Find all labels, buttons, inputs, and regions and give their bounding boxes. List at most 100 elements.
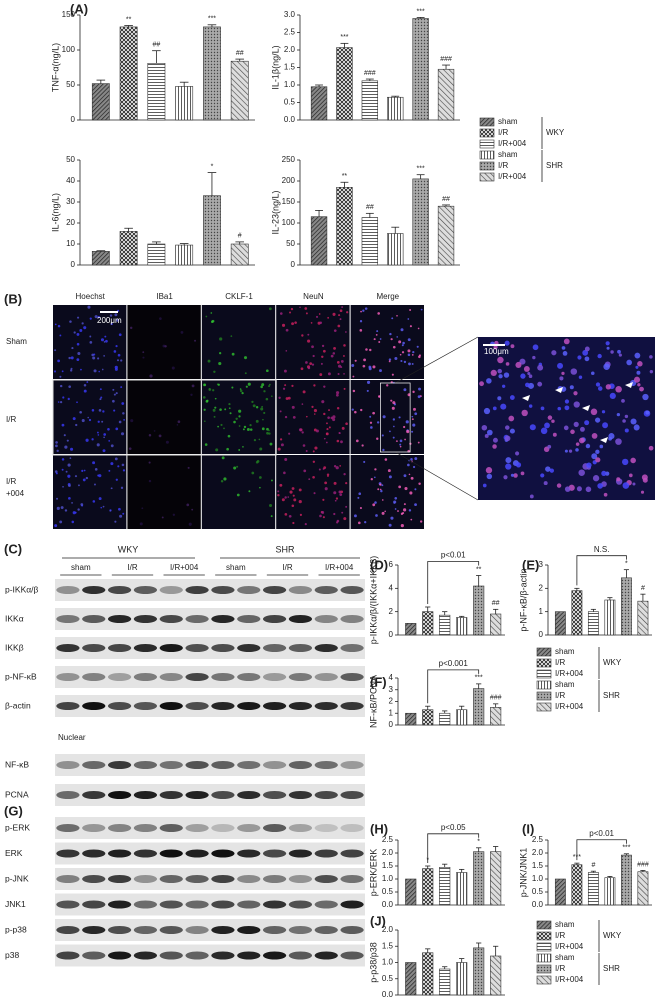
cell-dot [191, 384, 195, 388]
blot-band [159, 702, 183, 710]
blot-band [185, 702, 209, 710]
cell-dot [258, 476, 262, 479]
significance: *** [417, 166, 425, 173]
y-tick-label: 1.0 [284, 80, 296, 89]
y-tick-label: 2.5 [382, 835, 394, 844]
cell-dot [291, 322, 295, 326]
cell-dot [141, 507, 144, 510]
cell-dot [403, 474, 407, 478]
cell-dot [316, 429, 319, 433]
cell-dot [630, 457, 636, 464]
cell-dot [362, 364, 366, 368]
cell-dot [269, 442, 273, 446]
cell-dot [61, 468, 64, 471]
cell-dot [213, 370, 216, 373]
legend-swatch [536, 680, 552, 690]
legend-group: WKY [603, 658, 622, 667]
cell-dot [610, 350, 614, 354]
cell-dot [89, 340, 93, 344]
blot-band [314, 644, 338, 652]
cell-dot [389, 430, 391, 433]
blot-band [340, 761, 364, 769]
cell-dot [87, 416, 90, 419]
cell-dot [219, 337, 223, 341]
cell-dot [479, 381, 484, 387]
cell-dot [564, 399, 570, 404]
cell-dot [59, 375, 62, 378]
cell-dot [343, 372, 345, 375]
cell-dot [573, 391, 578, 396]
cell-dot [121, 463, 125, 467]
cell-dot [392, 401, 396, 405]
cell-dot [285, 350, 288, 352]
cell-dot [510, 473, 514, 477]
cell-dot [284, 496, 287, 499]
cell-dot [148, 433, 152, 437]
cell-dot [390, 338, 393, 341]
cell-dot [227, 434, 231, 438]
cell-dot [212, 389, 215, 392]
cell-dot [359, 506, 362, 510]
cell-dot [251, 400, 254, 404]
cell-dot [203, 383, 207, 387]
blot-band [133, 673, 158, 681]
cell-dot [204, 443, 208, 446]
blot-band [82, 615, 106, 623]
cell-dot [105, 339, 108, 343]
significance: ## [236, 50, 244, 57]
cell-dot [592, 475, 600, 482]
zoom-box [380, 382, 411, 453]
cell-dot [122, 512, 125, 515]
blot-label: p-JNK [5, 873, 29, 883]
cell-dot [236, 493, 240, 497]
cell-dot [411, 362, 414, 365]
cell-dot [325, 432, 329, 436]
cell-dot [621, 458, 629, 466]
significance: ## [442, 196, 450, 203]
significance: * [477, 839, 480, 846]
cell-dot [208, 388, 211, 390]
cell-dot [384, 510, 386, 513]
cell-dot [486, 378, 492, 384]
cell-dot [411, 430, 414, 433]
y-tick-label: 3.0 [284, 10, 296, 19]
cell-dot [540, 406, 545, 411]
cell-dot [493, 345, 498, 350]
cell-dot [401, 351, 405, 354]
legend-label: sham [555, 953, 575, 962]
cell-dot [559, 376, 564, 381]
cell-dot [233, 466, 237, 470]
cell-dot [54, 524, 58, 528]
blot-band [340, 791, 364, 799]
cell-dot [77, 316, 80, 319]
cell-dot [333, 481, 337, 485]
cell-dot [372, 503, 376, 507]
y-axis-label: IL-6(ng/L) [50, 193, 60, 232]
blot-strip [55, 919, 365, 941]
cell-dot [277, 490, 280, 493]
cell-dot [505, 425, 510, 430]
legend-swatch [536, 669, 552, 679]
bar [571, 864, 583, 906]
cell-dot [312, 475, 315, 479]
cell-dot [391, 317, 394, 320]
blot-band [237, 926, 261, 934]
blot-band [262, 951, 287, 960]
cell-dot [376, 421, 380, 424]
cell-dot [94, 315, 98, 319]
cell-dot [301, 431, 304, 434]
cell-dot [343, 344, 346, 347]
cell-dot [575, 448, 579, 452]
panel-label: (J) [370, 913, 386, 928]
blot-band [211, 673, 235, 681]
cell-dot [326, 473, 330, 476]
cell-dot [408, 509, 412, 512]
cell-dot [328, 409, 330, 412]
cell-dot [615, 438, 622, 445]
y-tick-label: 0 [71, 115, 76, 124]
cell-dot [324, 481, 328, 485]
cell-dot [409, 325, 412, 328]
bar [387, 96, 404, 121]
y-tick-label: 2.5 [532, 835, 544, 844]
legend-label: I/R [498, 128, 508, 137]
